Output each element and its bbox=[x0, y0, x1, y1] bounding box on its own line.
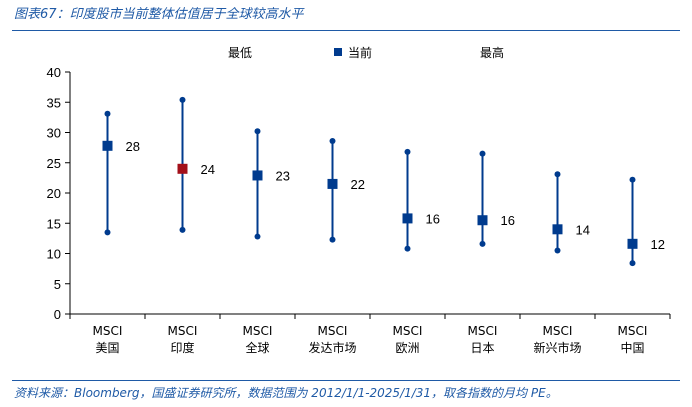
low-point bbox=[179, 226, 186, 233]
title-divider bbox=[12, 30, 680, 31]
y-tick-label: 25 bbox=[47, 156, 61, 171]
current-marker bbox=[402, 213, 413, 224]
x-category-label-line: 中国 bbox=[620, 340, 644, 355]
data-label: 12 bbox=[651, 237, 665, 252]
high-point bbox=[254, 128, 261, 135]
low-point bbox=[479, 240, 486, 247]
high-point bbox=[479, 150, 486, 157]
x-category-label: MSCI 欧洲 bbox=[393, 324, 423, 355]
y-tick-label: 5 bbox=[54, 277, 61, 292]
y-tick-label: 40 bbox=[47, 65, 61, 80]
x-category-label: MSCI 新兴市场 bbox=[533, 324, 581, 355]
x-category-label-line: 日本 bbox=[470, 341, 494, 355]
x-category-label-line: MSCI bbox=[318, 324, 348, 338]
x-category-label-line: MSCI bbox=[618, 324, 648, 338]
axes: 0 5 10 15 20 25 30 35 40 MSCI 美国 MSCI 印度 MSCI 全球 MSCI 发达… bbox=[47, 65, 671, 355]
current-marker bbox=[627, 238, 638, 249]
legend-current-marker bbox=[334, 48, 342, 56]
high-point bbox=[554, 171, 561, 178]
x-category-label-line: 美国 bbox=[95, 341, 119, 355]
data-label: 16 bbox=[501, 213, 515, 228]
y-tick-label: 0 bbox=[54, 307, 61, 322]
figure-title: 图表67：印度股市当前整体估值居于全球较高水平 bbox=[14, 7, 304, 22]
figure-source: 资料来源：Bloomberg，国盛证券研究所，数据范围为 2012/1/1-20… bbox=[14, 386, 558, 400]
legend-label: 当前 bbox=[348, 45, 372, 60]
high-point bbox=[329, 137, 336, 144]
data-label: 28 bbox=[126, 139, 140, 154]
x-category-label-line: 发达市场 bbox=[308, 340, 356, 355]
range-chart: 最低 当前 最高 0 5 10 15 20 25 30 35 40 MSCI 美国 MSCI 印度 MSCI 全… bbox=[47, 45, 671, 355]
x-category-label: MSCI 印度 bbox=[168, 324, 198, 355]
data-label: 23 bbox=[276, 168, 290, 183]
x-category-label-line: MSCI bbox=[543, 324, 573, 338]
y-tick-label: 15 bbox=[47, 216, 61, 231]
high-point bbox=[629, 176, 636, 183]
low-point bbox=[329, 236, 336, 243]
low-point bbox=[554, 247, 561, 254]
x-category-label-line: 欧洲 bbox=[395, 341, 419, 355]
y-tick-label: 10 bbox=[47, 247, 61, 262]
current-marker bbox=[327, 178, 338, 189]
current-marker bbox=[552, 224, 563, 235]
x-category-label-line: MSCI bbox=[468, 324, 498, 338]
x-category-label: MSCI 日本 bbox=[468, 324, 498, 355]
y-tick-label: 30 bbox=[47, 126, 61, 141]
chart-marks: 28 24 23 22 16 16 14 12 bbox=[102, 96, 665, 267]
data-label: 16 bbox=[426, 211, 440, 226]
low-point bbox=[629, 260, 636, 267]
x-category-label: MSCI 全球 bbox=[243, 324, 273, 355]
low-point bbox=[254, 233, 261, 240]
y-tick-label: 35 bbox=[47, 95, 61, 110]
x-category-label: MSCI 中国 bbox=[618, 324, 648, 355]
x-category-label-line: MSCI bbox=[93, 324, 123, 338]
low-point bbox=[104, 229, 111, 236]
low-point bbox=[404, 245, 411, 252]
x-category-label: MSCI 发达市场 bbox=[308, 324, 356, 355]
x-category-label-line: 新兴市场 bbox=[533, 340, 581, 355]
current-marker bbox=[102, 140, 113, 151]
high-point bbox=[104, 110, 111, 117]
x-category-label-line: 印度 bbox=[170, 340, 194, 355]
high-point bbox=[179, 96, 186, 103]
current-marker bbox=[477, 215, 488, 226]
data-label: 24 bbox=[201, 162, 215, 177]
y-tick-label: 20 bbox=[47, 186, 61, 201]
x-category-label-line: 全球 bbox=[245, 340, 269, 355]
current-marker bbox=[177, 163, 188, 174]
data-label: 14 bbox=[576, 222, 590, 237]
legend-label: 最高 bbox=[480, 45, 504, 60]
legend-label: 最低 bbox=[228, 46, 252, 60]
legend: 最低 当前 最高 bbox=[228, 45, 504, 60]
source-divider bbox=[12, 380, 680, 381]
high-point bbox=[404, 148, 411, 155]
current-marker bbox=[252, 170, 263, 181]
x-category-label-line: MSCI bbox=[393, 324, 423, 338]
x-category-label-line: MSCI bbox=[168, 324, 198, 338]
x-category-label-line: MSCI bbox=[243, 324, 273, 338]
data-label: 22 bbox=[351, 177, 365, 192]
x-category-label: MSCI 美国 bbox=[93, 324, 123, 355]
